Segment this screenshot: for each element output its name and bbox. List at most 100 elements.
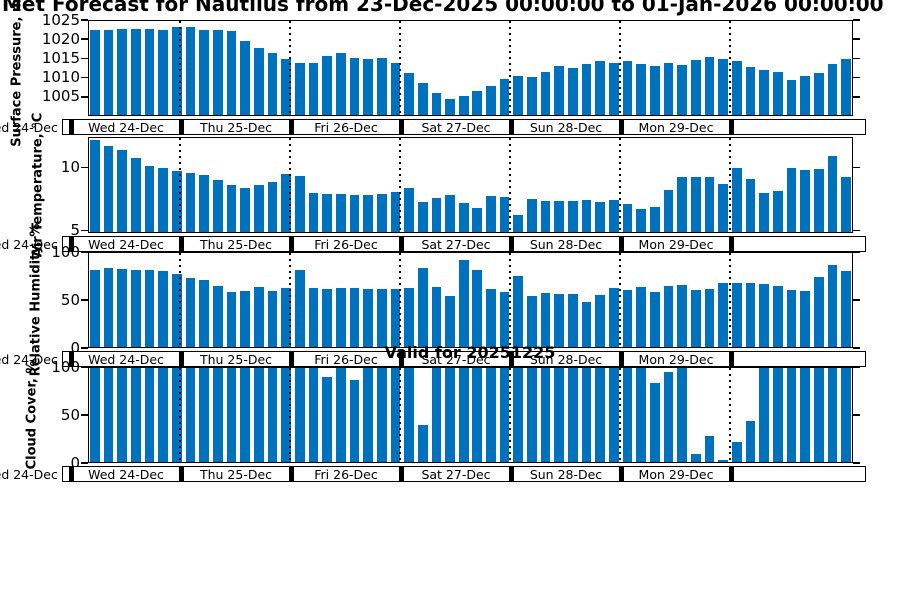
temperature-bar (800, 170, 810, 233)
pressure-bar (144, 28, 155, 116)
cloud-cover-bar (718, 460, 729, 463)
pressure-bar (130, 28, 141, 116)
cloud-cover-bar (773, 367, 783, 463)
day-label: Sat 27-Dec (421, 237, 491, 252)
cloud-cover-bar (554, 367, 565, 463)
humidity-bar (677, 284, 688, 348)
pressure-bar (622, 61, 633, 116)
temperature-bar (390, 192, 401, 233)
cloud-cover-bar (171, 367, 182, 463)
y-tick-mark-left (81, 76, 88, 79)
day-gridline (729, 21, 731, 114)
cloud-cover-bar (827, 367, 838, 463)
day-gridline (289, 138, 291, 231)
pressure-bar (240, 41, 250, 116)
temperature-bar (513, 214, 524, 233)
pressure-bar (322, 56, 332, 116)
y-tick-mark-left (81, 57, 88, 60)
day-label: Sun 28-Dec (529, 352, 603, 367)
humidity-bar (773, 285, 783, 348)
y-tick-mark-left (81, 19, 88, 21)
day-label: Mon 29-Dec (638, 237, 714, 252)
cloud-cover-bar (472, 367, 483, 463)
cloud-cover-bar (199, 367, 209, 463)
temperature-bar (827, 155, 838, 233)
humidity-bar (732, 282, 742, 348)
pressure-bar (376, 57, 387, 116)
humidity-bar (691, 290, 701, 348)
day-gridline (509, 253, 511, 346)
day-separator-tick (68, 119, 74, 135)
humidity-bar (581, 301, 592, 348)
cloud-cover-bar (663, 371, 674, 463)
temperature-bar (253, 185, 264, 233)
cloud-cover-bar (117, 367, 127, 463)
pressure-bar (294, 63, 305, 116)
y-tick-label: 50 (60, 405, 80, 424)
cloud-cover-bar (609, 367, 619, 463)
day-label: Mon 29-Dec (638, 120, 714, 135)
temperature-bar (595, 201, 606, 233)
pressure-bar (841, 59, 851, 116)
humidity-bar (745, 282, 756, 348)
day-label: Sat 27-Dec (421, 352, 491, 367)
day-gridline (399, 368, 401, 461)
pressure-bar (554, 66, 565, 116)
humidity-plot (88, 252, 853, 348)
day-label-row: Wed 24-Dec Thu 25-Dec Fri 26-Dec Sat 27-Dec… (62, 351, 866, 367)
cloud-cover-bar (349, 380, 360, 463)
humidity-bar (390, 289, 401, 348)
cloud-cover-bar (704, 436, 715, 463)
day-label: Wed 24-Dec (88, 467, 164, 482)
day-separator-tick (398, 119, 404, 135)
day-gridline (509, 368, 511, 461)
humidity-bar (813, 276, 824, 348)
humidity-bar (308, 287, 319, 348)
temperature-bar (349, 194, 360, 233)
humidity-bar (431, 286, 442, 348)
y-tick-mark-right (853, 38, 860, 40)
pressure-plot (88, 20, 853, 116)
temperature-bar (308, 193, 319, 233)
temperature-bar (691, 176, 701, 233)
y-tick-mark-left (81, 414, 88, 416)
temperature-bar (732, 167, 742, 233)
day-separator-tick (508, 351, 514, 367)
humidity-bar (185, 277, 196, 348)
pressure-bar (158, 30, 168, 116)
day-separator-tick (68, 236, 74, 252)
day-label: Sun 28-Dec (529, 467, 603, 482)
day-label: Fri 26-Dec (314, 120, 378, 135)
day-separator-tick (68, 466, 74, 482)
pressure-bar (595, 61, 606, 116)
cloud-cover-bar (335, 367, 346, 463)
humidity-bar (554, 294, 565, 348)
temperature-bar (677, 176, 688, 233)
temperature-bar (294, 175, 305, 233)
cloud-cover-bar (540, 367, 551, 463)
cloud-cover-bar (841, 367, 851, 463)
y-tick-label: 0 (70, 453, 80, 472)
y-tick-label: 10 (60, 158, 80, 177)
day-gridline (179, 253, 181, 346)
day-gridline (619, 21, 621, 114)
y-tick-mark-right (853, 57, 860, 60)
temperature-bar (581, 200, 592, 233)
humidity-bar (800, 291, 810, 348)
humidity-bar (130, 270, 141, 348)
humidity-bar (212, 286, 223, 348)
day-separator-tick (398, 236, 404, 252)
cloud-cover-bar (185, 367, 196, 463)
day-label: Wed 24-Dec (88, 352, 164, 367)
day-label: Sun 28-Dec (529, 120, 603, 135)
pressure-bar (800, 76, 810, 116)
day-label: Wed 24-Dec (88, 120, 164, 135)
y-tick-mark-left (81, 366, 88, 368)
y-tick-mark-left (81, 96, 88, 98)
temperature-bar (171, 170, 182, 233)
y-tick-mark-left (81, 38, 88, 40)
pressure-bar (335, 53, 346, 116)
cloud-cover-bar (636, 367, 647, 463)
temperature-bar (568, 201, 578, 233)
humidity-bar (609, 287, 619, 348)
